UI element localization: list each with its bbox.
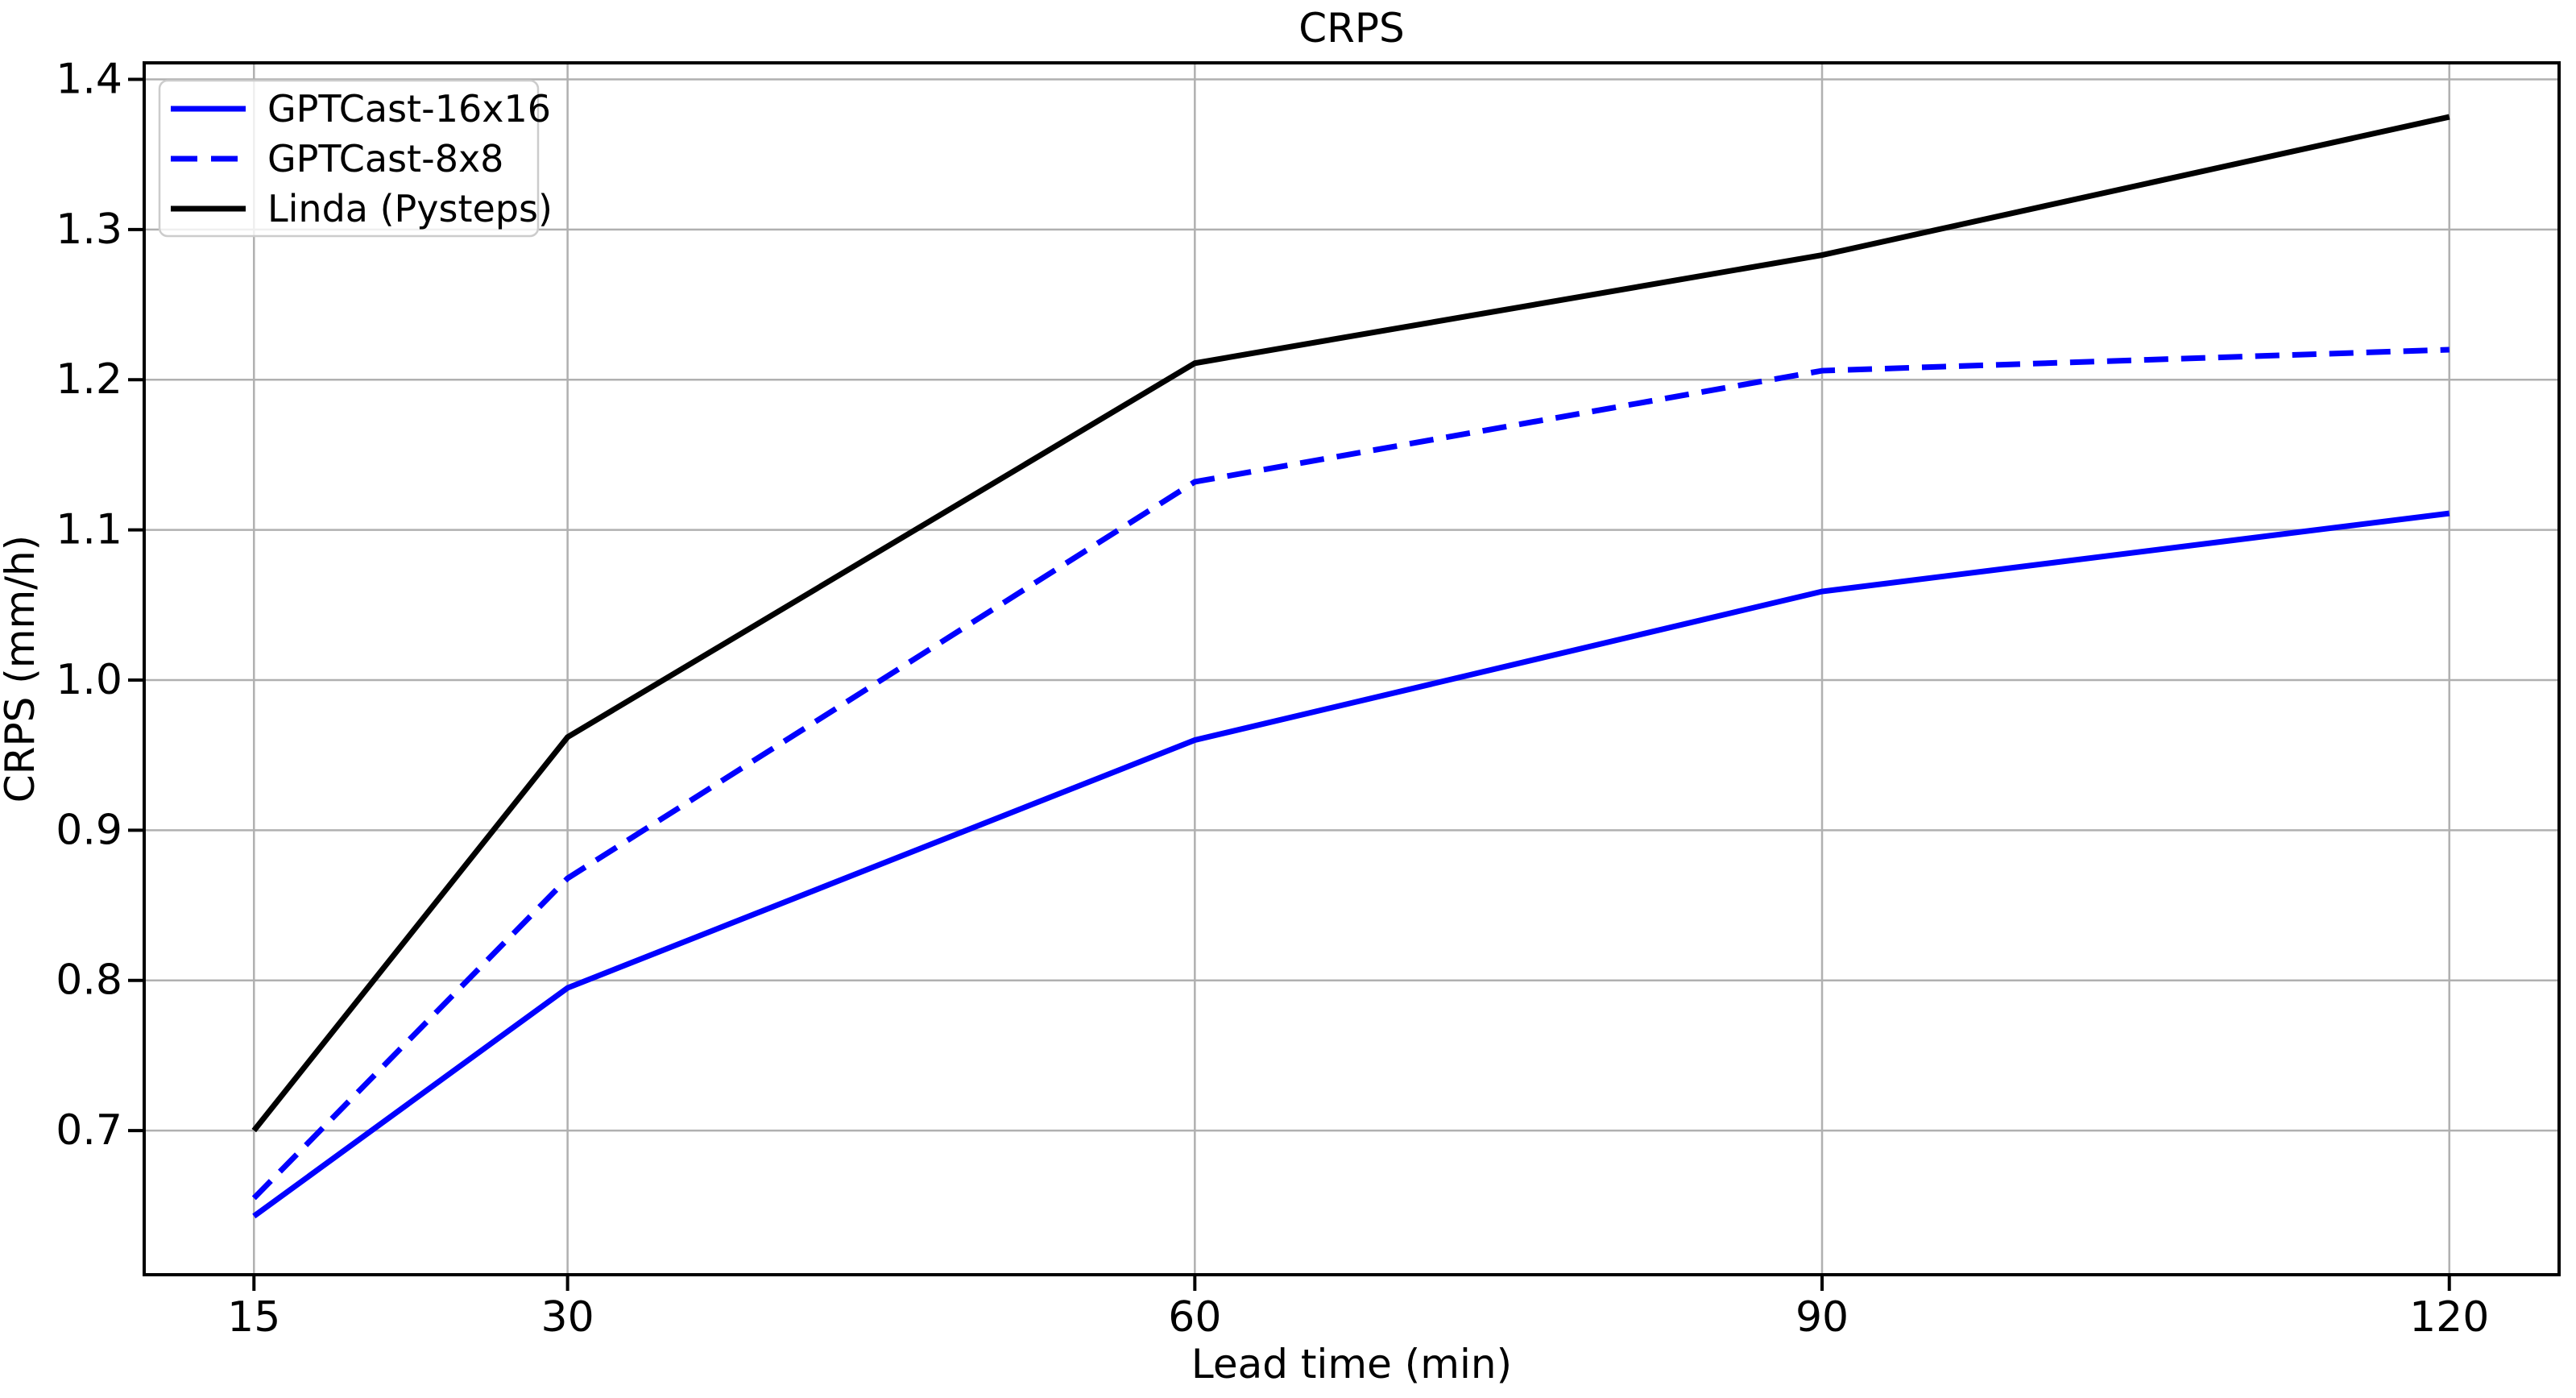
x-tick-label: 120 <box>2409 1293 2489 1342</box>
axes: 15 30 60 90 120 0.7 0.8 0.9 1.0 1.1 1.2 1.3 1.4 <box>56 56 2561 1342</box>
chart-title: CRPS <box>1298 5 1405 52</box>
x-tick-label: 90 <box>1795 1293 1849 1342</box>
x-tick-label: 30 <box>541 1293 594 1342</box>
legend-box <box>158 79 540 238</box>
plot-border <box>143 61 2561 1276</box>
y-tick-label: 1.1 <box>56 506 122 554</box>
legend-label-linda-pysteps: Linda (Pysteps) <box>267 187 553 230</box>
y-tick-label: 1.2 <box>56 355 122 404</box>
y-tick-label: 1.4 <box>56 56 122 104</box>
series-line-linda-pysteps <box>251 114 2450 1133</box>
y-axis-label: CRPS (mm/h) <box>0 535 43 803</box>
legend: GPTCast-16x16 GPTCast-8x8 Linda (Pysteps) <box>158 79 553 238</box>
series-line-gptcast-16x16 <box>252 510 2450 1219</box>
gridlines <box>144 63 2559 1275</box>
y-tick-label: 0.8 <box>56 956 122 1005</box>
x-axis-label: Lead time (min) <box>1191 1341 1512 1388</box>
series-line-gptcast-8x8 <box>251 346 2450 1201</box>
y-tick-label: 0.7 <box>56 1106 122 1155</box>
y-tick-label: 0.9 <box>56 806 122 854</box>
series-lines <box>251 114 2450 1219</box>
x-tick-label: 60 <box>1168 1293 1221 1342</box>
y-tick-label: 1.0 <box>56 656 122 704</box>
legend-label-gptcast-16x16: GPTCast-16x16 <box>267 87 551 131</box>
legend-label-gptcast-8x8: GPTCast-8x8 <box>267 137 503 180</box>
x-tick-label: 15 <box>227 1293 280 1342</box>
y-tick-label: 1.3 <box>56 205 122 254</box>
